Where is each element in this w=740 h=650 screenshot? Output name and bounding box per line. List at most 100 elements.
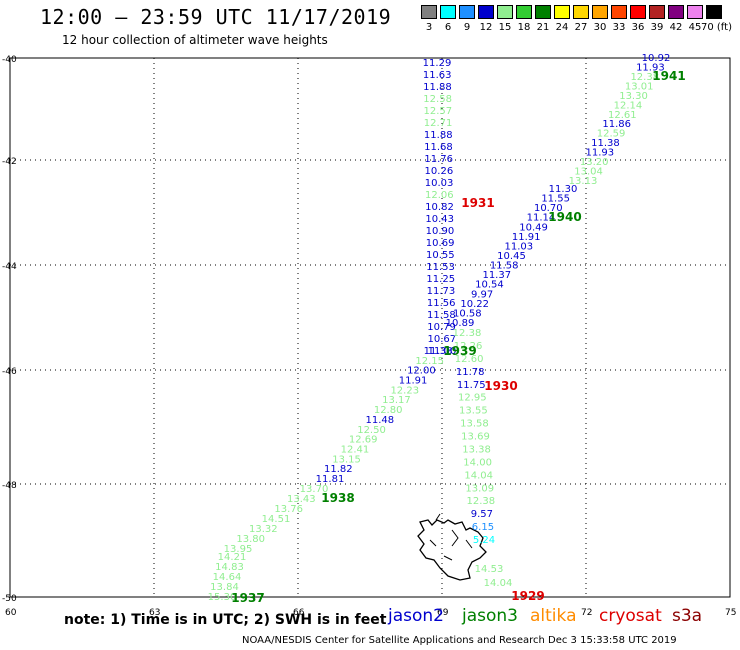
pass-time-label: 1939 (443, 344, 476, 358)
wave-height-value: 13.38 (462, 444, 491, 455)
map-grid (10, 58, 730, 597)
wave-height-value: 14.51 (262, 514, 291, 525)
scale-label: 18 (517, 22, 531, 33)
pass-time-label: 1940 (548, 210, 581, 224)
credit-line: NOAA/NESDIS Center for Satellite Applica… (242, 635, 677, 646)
wave-height-value: 13.95 (224, 544, 253, 555)
wave-height-value: 10.69 (426, 238, 455, 249)
track-1930: 12.38 12.26 12.60 11.78 11.75 12.95 13.55 13.58… (453, 328, 518, 546)
pass-time-label: 1931 (461, 196, 494, 210)
wave-height-value: 11.37 (482, 270, 511, 281)
wave-height-value: 10.67 (427, 334, 456, 345)
wave-height-value: 12.60 (455, 354, 484, 365)
pass-time-label: 1937 (231, 591, 264, 605)
wave-height-value: 6.15 (472, 522, 494, 533)
scale-label: 6 (444, 22, 452, 33)
scale-label: 39 (650, 22, 664, 33)
wave-height-value: 13.55 (459, 406, 488, 417)
pass-time-label: 1930 (484, 379, 517, 393)
scale-label: 30 (593, 22, 607, 33)
wave-height-value: 12.00 (407, 366, 436, 377)
wave-height-value: 14.21 (218, 552, 247, 563)
scale-swatch (421, 5, 437, 19)
scale-swatch (611, 5, 627, 19)
wave-height-value: 11.76 (424, 154, 453, 165)
scale-swatch (573, 5, 589, 19)
scale-swatch (592, 5, 608, 19)
lon-tick-label: 72 (581, 608, 592, 618)
lat-tick-label: -40 (2, 55, 17, 65)
lat-tick-label: -46 (2, 367, 17, 377)
wave-height-value: 11.58 (427, 310, 456, 321)
wave-height-value: 10.89 (446, 318, 475, 329)
scale-label: 24 (555, 22, 569, 33)
track-1939: 11.3812.1512.0011.9112.2313.1712.8011.48… (316, 344, 477, 485)
lat-tick-label: -44 (2, 262, 17, 272)
wave-height-value: 10.55 (426, 250, 455, 261)
scale-label: 15 (498, 22, 512, 33)
wave-height-value: 9.97 (471, 289, 493, 300)
wave-height-value: 14.83 (215, 562, 244, 573)
wave-height-value: 13.70 (300, 484, 329, 495)
scale-swatch (478, 5, 494, 19)
track-1931: 11.2911.6311.8812.5812.5712.7111.8811.68… (423, 58, 495, 357)
wave-height-value: 13.43 (287, 494, 316, 505)
wave-height-value: 9.57 (471, 509, 493, 520)
wave-height-value: 11.38 (424, 346, 453, 357)
wave-height-value: 13.32 (249, 524, 278, 535)
wave-height-value: 13.17 (382, 395, 411, 406)
scale-label: 42 (669, 22, 683, 33)
wave-height-value: 13.13 (569, 176, 598, 187)
pass-time-label: 1941 (652, 69, 685, 83)
wave-height-value: 12.06 (425, 190, 454, 201)
wave-height-value: 14.04 (484, 578, 513, 589)
scale-label: 70 (ft) (701, 22, 732, 33)
legend-s3a: s3a (672, 606, 703, 626)
scale-label: 9 (463, 22, 471, 33)
wave-height-value: 14.04 (464, 470, 493, 481)
scale-swatch (535, 5, 551, 19)
wave-height-value: 11.38 (591, 138, 620, 149)
legend-altika: altika (530, 606, 577, 626)
wave-height-value: 11.25 (426, 274, 455, 285)
wave-height-value: 13.84 (210, 582, 239, 593)
wave-height-value: 13.76 (274, 504, 303, 515)
scale-label: 33 (612, 22, 626, 33)
scale-swatch (554, 5, 570, 19)
wave-height-value: 12.50 (357, 425, 386, 436)
wave-height-value: 10.49 (519, 222, 548, 233)
wave-height-value: 11.29 (423, 58, 452, 69)
lat-tick-label: -48 (2, 481, 17, 491)
wave-height-value: 13.15 (332, 454, 361, 465)
wave-height-value: 11.48 (366, 415, 395, 426)
wave-height-value: 12.58 (423, 94, 452, 105)
wave-height-value: 10.58 (453, 308, 482, 319)
wave-height-value: 12.57 (424, 106, 453, 117)
wave-height-value: 10.90 (426, 226, 455, 237)
wave-height-value: 12.23 (390, 385, 419, 396)
wave-height-value: 11.00 (428, 346, 457, 357)
lat-tick-label: -50 (2, 594, 17, 604)
wave-height-value: 12.71 (424, 118, 453, 129)
wave-height-value: 14.64 (213, 572, 242, 583)
lat-tick-label: -42 (2, 157, 17, 167)
legend-cryosat: cryosat (599, 606, 662, 626)
scale-label: 12 (479, 22, 493, 33)
track-1941: 10.9211.9312.3813.0113.3012.1412.6111.86… (569, 53, 686, 187)
wave-height-value: 11.93 (586, 148, 615, 159)
wave-height-value: 13.58 (460, 419, 489, 430)
scale-swatch (687, 5, 703, 19)
wave-height-value: 12.95 (458, 393, 487, 404)
wave-height-value: 11.53 (426, 262, 455, 273)
lon-tick-label: 69 (437, 608, 449, 618)
wave-height-value: 10.70 (534, 203, 563, 214)
scale-swatch (440, 5, 456, 19)
scale-swatch (706, 5, 722, 19)
wave-height-value: 11.55 (541, 194, 570, 205)
wave-height-value: 10.45 (497, 251, 526, 262)
track-1940: 11.3011.5510.7011.1410.4911.9111.0310.45… (446, 184, 582, 329)
wave-height-value: 13.20 (580, 157, 609, 168)
